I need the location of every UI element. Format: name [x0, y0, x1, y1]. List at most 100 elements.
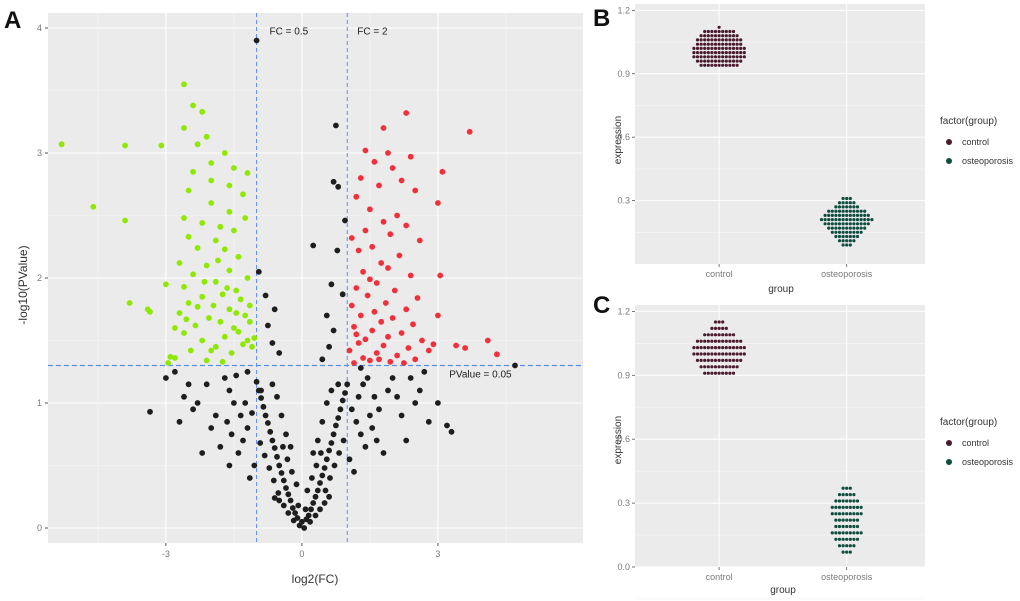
- volcano-point-ns: [323, 456, 330, 463]
- volcano-point-ns: [346, 456, 353, 463]
- volcano-point-down: [237, 296, 244, 303]
- volcano-point-down: [190, 102, 197, 109]
- volcano-point-ns: [318, 450, 324, 456]
- c-point-osteoporosis: [841, 486, 845, 490]
- c-point-osteoporosis: [841, 531, 845, 535]
- c-point-osteoporosis: [855, 531, 860, 535]
- c-point-osteoporosis: [852, 537, 856, 541]
- b-point-osteoporosis: [845, 196, 849, 201]
- volcano-point-ns: [199, 450, 206, 456]
- b-point-osteoporosis: [852, 230, 856, 234]
- b-point-control: [695, 55, 700, 59]
- volcano-point-ns: [376, 406, 382, 413]
- b-point-control: [717, 34, 721, 38]
- b-point-control: [717, 29, 721, 34]
- volcano-point-ns: [380, 450, 387, 456]
- volcano-point-up: [410, 321, 416, 328]
- volcano-point-ns: [309, 475, 315, 481]
- b-point-osteoporosis: [830, 213, 834, 217]
- c-point-control: [695, 358, 700, 362]
- b-point-osteoporosis: [830, 226, 834, 230]
- volcano-point-ns: [275, 490, 282, 496]
- volcano-point-up: [355, 340, 362, 346]
- c-point-osteoporosis: [845, 531, 849, 535]
- volcano-point-down: [147, 308, 153, 315]
- b-point-osteoporosis: [855, 205, 860, 209]
- volcano-point-ns: [340, 437, 347, 444]
- c-y-tick-label: 1.2: [617, 306, 630, 316]
- b-point-control: [706, 34, 710, 38]
- b-point-control: [703, 63, 707, 67]
- volcano-point-up: [425, 347, 432, 354]
- b-point-control: [699, 63, 703, 67]
- c-point-control: [724, 352, 728, 356]
- volcano-point-ns: [244, 368, 251, 375]
- b-point-osteoporosis: [855, 230, 860, 234]
- volcano-point-ns: [190, 406, 197, 413]
- volcano-point-down: [181, 81, 187, 88]
- c-point-control: [724, 371, 728, 375]
- volcano-point-ns: [319, 356, 326, 363]
- volcano-point-up: [355, 247, 362, 254]
- volcano-point-ns: [262, 412, 269, 419]
- b-point-osteoporosis: [852, 239, 856, 243]
- volcano-point-down: [181, 283, 187, 290]
- b-point-control: [731, 55, 736, 59]
- volcano-point-ns: [353, 418, 360, 425]
- c-point-control: [713, 339, 718, 343]
- fc-high-label: FC = 2: [357, 26, 388, 37]
- volcano-point-ns: [271, 306, 278, 313]
- c-point-control: [731, 371, 736, 375]
- b-point-osteoporosis: [827, 226, 831, 230]
- b-point-control: [713, 55, 718, 59]
- volcano-point-ns: [244, 425, 251, 431]
- volcano-point-down: [176, 260, 183, 266]
- b-point-osteoporosis: [845, 230, 849, 234]
- volcano-point-ns: [407, 375, 414, 381]
- volcano-point-ns: [283, 485, 289, 491]
- b-point-osteoporosis: [852, 222, 856, 226]
- volcano-point-ns: [262, 292, 269, 299]
- volcano-point-down: [217, 223, 224, 230]
- b-point-control: [724, 55, 728, 59]
- c-point-control: [710, 371, 714, 375]
- panel-b-plot-area: [635, 4, 925, 264]
- volcano-point-up: [435, 200, 441, 206]
- c-point-control: [731, 346, 736, 350]
- volcano-point-down: [208, 347, 215, 354]
- c-point-control: [728, 339, 732, 343]
- volcano-point-ns: [403, 437, 410, 444]
- b-y-tick-label: 1.2: [617, 5, 630, 15]
- c-point-control: [739, 352, 743, 356]
- volcano-point-down: [244, 337, 251, 344]
- volcano-point-ns: [448, 428, 455, 435]
- b-point-control: [703, 34, 707, 38]
- volcano-point-down: [176, 310, 183, 316]
- c-point-control: [742, 352, 746, 356]
- b-point-osteoporosis: [855, 218, 860, 222]
- c-point-control: [728, 365, 732, 369]
- volcano-point-ns: [292, 510, 298, 516]
- c-point-osteoporosis: [834, 505, 838, 509]
- b-point-control: [710, 38, 714, 42]
- volcano-point-ns: [364, 375, 371, 381]
- volcano-point-down: [242, 215, 249, 221]
- b-point-osteoporosis: [841, 218, 845, 222]
- panel-b-legend-control-label: control: [962, 137, 989, 147]
- volcano-point-ns: [235, 450, 242, 456]
- c-point-osteoporosis: [855, 537, 860, 541]
- c-point-control: [717, 346, 721, 350]
- volcano-point-ns: [357, 365, 364, 371]
- volcano-point-up: [389, 315, 396, 321]
- c-point-osteoporosis: [834, 518, 838, 522]
- volcano-point-ns: [208, 425, 215, 431]
- b-point-osteoporosis: [848, 205, 852, 209]
- volcano-point-up: [357, 175, 364, 181]
- c-point-control: [724, 333, 728, 337]
- panel-c-legend-osteoporosis-label: osteoporosis: [962, 457, 1014, 467]
- volcano-point-down: [199, 108, 206, 115]
- c-point-control: [735, 352, 739, 356]
- b-point-control: [735, 38, 739, 42]
- b-point-osteoporosis: [841, 209, 845, 213]
- volcano-point-down: [208, 160, 215, 166]
